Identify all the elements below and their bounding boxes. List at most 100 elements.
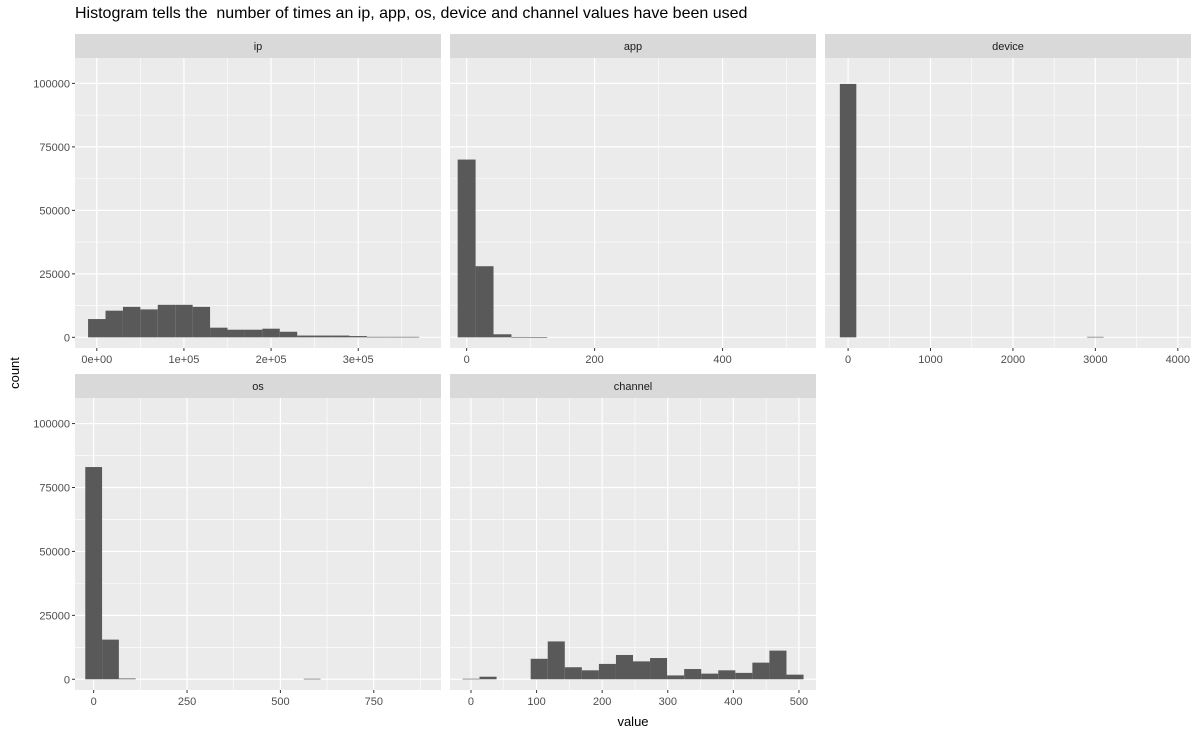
x-axis-title: value [617, 714, 648, 729]
histogram-bar [701, 673, 719, 680]
histogram-bar [493, 334, 512, 338]
histogram-bar [735, 672, 753, 680]
facet-app: app 0 200 400 [450, 34, 816, 366]
facet-label-device: device [992, 41, 1024, 53]
histogram-bar [157, 304, 176, 338]
panel-background [450, 398, 816, 690]
facet-strip-ip [75, 34, 441, 58]
histogram-bar [547, 641, 565, 680]
histogram-bar [297, 335, 315, 338]
facet-label-os: os [252, 381, 264, 393]
panel-background [825, 58, 1191, 348]
histogram-bar [529, 337, 548, 338]
x-tick-label: 1000 [918, 354, 942, 366]
histogram-bar [244, 329, 263, 338]
histogram-bar [650, 658, 668, 680]
x-tick-label: 0 [464, 354, 470, 366]
x-tick-label: 4000 [1166, 354, 1190, 366]
x-tick-label: 1e+05 [168, 354, 199, 366]
facet-strip-os [75, 374, 441, 398]
y-tick-label: 25000 [39, 610, 70, 622]
panel-background [75, 58, 441, 348]
facet-label-app: app [624, 41, 642, 53]
y-tick-label: 100000 [33, 78, 70, 90]
x-tick-label: 0 [845, 354, 851, 366]
histogram-bar [401, 336, 420, 338]
facet-strip-app [450, 34, 816, 58]
histogram-bar [366, 336, 385, 338]
histogram-bar [332, 335, 350, 338]
histogram-bar [85, 467, 103, 680]
y-tick-label: 0 [64, 674, 70, 686]
histogram-bar [105, 310, 123, 338]
x-tick-label: 2e+05 [256, 354, 287, 366]
x-tick-label: 2000 [1001, 354, 1025, 366]
histogram-bar [210, 327, 228, 338]
y-tick-label: 25000 [39, 269, 70, 281]
histogram-bar [511, 336, 530, 338]
x-tick-label: 100 [527, 696, 545, 708]
histogram-bar [615, 654, 633, 680]
histogram-bar [718, 670, 736, 680]
histogram-bar [279, 331, 298, 338]
histogram-bar [530, 658, 548, 680]
histogram-bar [786, 674, 804, 680]
histogram-bar [581, 670, 599, 680]
x-tick-label: 500 [790, 696, 808, 708]
histogram-bar [479, 676, 497, 680]
histogram-bar [102, 639, 119, 680]
histogram-bar [175, 304, 193, 338]
histogram-bar [384, 336, 402, 338]
histogram-bar [192, 306, 211, 338]
histogram-bar [88, 319, 106, 338]
histogram-bar [598, 663, 616, 680]
y-tick-label: 0 [64, 332, 70, 344]
x-tick-label: 3000 [1083, 354, 1107, 366]
histogram-bar [122, 306, 141, 338]
histogram-bar [303, 678, 321, 680]
facet-ip: ip 0e+00 1e+05 2e+05 3e+05 0 25000 50000 75000 10… [33, 34, 441, 366]
histogram-bar [564, 667, 582, 680]
histogram-bar [1087, 336, 1104, 338]
histogram-bar [769, 650, 787, 680]
x-tick-label: 200 [585, 354, 603, 366]
histogram-bar [349, 336, 367, 338]
y-tick-label: 50000 [39, 205, 70, 217]
y-tick-label: 75000 [39, 142, 70, 154]
histogram-bar [457, 159, 476, 338]
y-tick-label: 100000 [33, 419, 70, 431]
x-tick-label: 0e+00 [81, 354, 112, 366]
y-axis-title: count [7, 357, 22, 389]
facet-device: device 0 1000 2000 3000 4000 [825, 34, 1191, 366]
histogram-bar [118, 678, 136, 680]
facet-label-ip: ip [254, 41, 263, 53]
facet-channel: channel 0 100 200 300 400 500 [450, 374, 816, 708]
x-tick-label: 400 [713, 354, 731, 366]
x-tick-label: 400 [724, 696, 742, 708]
y-tick-label: 50000 [39, 546, 70, 558]
y-tick-label: 75000 [39, 482, 70, 494]
x-tick-label: 750 [365, 696, 383, 708]
histogram-bar [227, 329, 245, 338]
histogram-bar [633, 661, 651, 680]
histogram-bar [752, 662, 770, 680]
histogram-bar [839, 83, 857, 338]
histogram-bar [684, 669, 702, 680]
facet-strip-channel [450, 374, 816, 398]
x-tick-label: 200 [593, 696, 611, 708]
panel-background [75, 398, 441, 690]
chart-title: Histogram tells the number of times an i… [75, 5, 748, 22]
facet-os: os 0 250 500 750 0 25000 50000 75000 100000 [33, 374, 441, 708]
facet-strip-device [825, 34, 1191, 58]
histogram-bar [314, 335, 333, 338]
histogram-bar [140, 309, 158, 338]
x-tick-label: 0 [468, 696, 474, 708]
histogram-bar [462, 678, 480, 680]
histogram-bar [667, 675, 685, 680]
panel-background [450, 58, 816, 348]
x-tick-label: 300 [659, 696, 677, 708]
histogram-bar [475, 266, 494, 338]
x-tick-label: 500 [271, 696, 289, 708]
x-tick-label: 3e+05 [343, 354, 374, 366]
